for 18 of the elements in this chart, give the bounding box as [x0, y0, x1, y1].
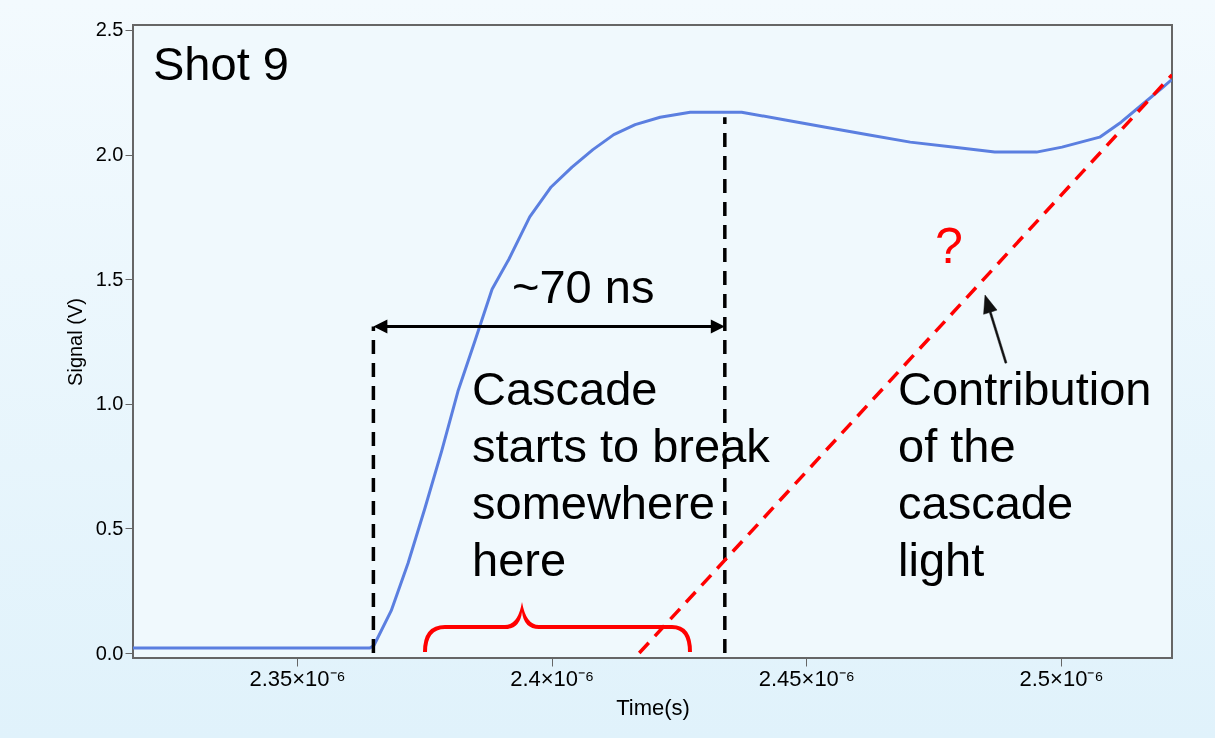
y-tick-label: 1.5 [95, 267, 124, 290]
y-tick-label: 1.0 [95, 392, 124, 415]
line-series [133, 78, 1172, 650]
x-tick-label: 2.4×10⁻⁶ [510, 665, 595, 691]
y-tick-label: 0.5 [95, 516, 124, 539]
x-axis-title: Time(s) [616, 694, 690, 720]
x-tick-label: 2.35×10⁻⁶ [249, 665, 346, 691]
y-tick-label: 0.0 [95, 641, 124, 664]
y-tick-label: 2.0 [95, 143, 124, 166]
annotation: ? [935, 218, 963, 275]
x-tick-label: 2.5×10⁻⁶ [1019, 665, 1104, 691]
annotation: Shot 9 [153, 36, 289, 92]
annotation: Cascade starts to break somewhere here [472, 361, 771, 588]
x-tick-label: 2.45×10⁻⁶ [758, 665, 855, 691]
y-tick-label: 2.5 [95, 18, 124, 41]
annotation: Contribution of the cascade light [898, 361, 1153, 588]
y-axis-title: Signal (V) [63, 298, 86, 386]
annotation: ~70 ns [512, 259, 655, 315]
